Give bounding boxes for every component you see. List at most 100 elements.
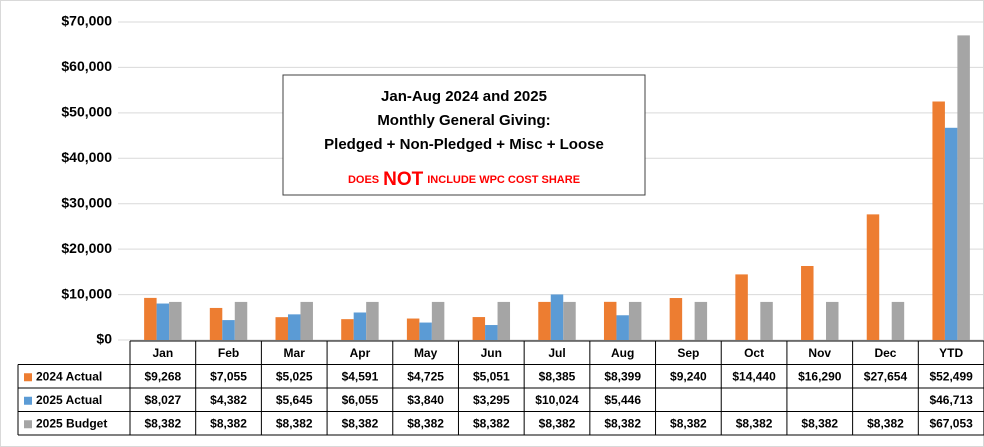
bar [156,303,170,340]
bar [801,265,814,340]
bar [300,301,313,340]
table-cell: $8,382 [670,416,707,430]
table-cell: $27,654 [864,369,908,383]
table-cell: $8,382 [210,416,247,430]
bar [957,35,970,341]
table-cell: $4,725 [407,369,444,383]
table-cell: $8,382 [736,416,773,430]
bar [366,301,379,340]
bar [563,301,576,340]
bar [866,214,880,340]
bar [669,298,683,340]
table-cell: $8,382 [801,416,838,430]
table-cell: $4,382 [210,393,247,407]
bar [341,319,354,340]
table-cell: $8,027 [144,393,181,407]
legend-label: 2024 Actual [36,369,102,383]
table-cell: $8,399 [604,369,641,383]
legend-label: 2025 Actual [36,393,102,407]
table-cell: $8,382 [867,416,904,430]
bar [760,301,773,340]
x-tick-label: Dec [874,346,896,360]
table-cell: $8,382 [276,416,313,430]
bar [472,317,486,340]
table-cell: $8,382 [342,416,379,430]
x-tick-label: Feb [218,346,239,360]
bar [353,312,367,340]
table-cell: $8,382 [539,416,576,430]
table-cell: $5,446 [604,393,641,407]
bar [419,322,432,340]
x-tick-label: Jul [548,346,565,360]
x-tick-label: Aug [611,346,634,360]
bar [944,127,958,340]
bar [169,301,182,340]
x-tick-label: Jun [481,346,502,360]
y-tick-label: $20,000 [61,240,112,256]
y-tick-label: $60,000 [61,58,112,74]
x-tick-label: Jan [153,346,174,360]
bar [144,297,157,340]
x-tick-label: Mar [284,346,306,360]
table-cell: $6,055 [342,393,379,407]
legend-label: 2025 Budget [36,416,107,430]
table-cell: $9,268 [144,369,181,383]
table-cell: $8,382 [407,416,444,430]
table-cell: $3,840 [407,393,444,407]
chart-title: Jan-Aug 2024 and 2025 [381,88,547,105]
y-tick-label: $0 [96,331,112,347]
y-tick-label: $10,000 [61,285,112,301]
table-cell: $3,295 [473,393,510,407]
chart-title: Monthly General Giving: [377,112,550,129]
table-cell: $8,382 [144,416,181,430]
bar [550,294,564,340]
table-cell: $67,053 [929,416,973,430]
table-cell: $9,240 [670,369,707,383]
table-cell: $5,051 [473,369,510,383]
y-tick-label: $30,000 [61,194,112,210]
legend-swatch [24,396,32,405]
bar [287,314,301,340]
bar [485,325,498,340]
x-tick-label: Sep [677,346,699,360]
table-cell: $10,024 [535,393,579,407]
bar [497,301,511,340]
bar [735,274,748,340]
x-tick-label: Oct [744,346,764,360]
bar [275,317,288,340]
table-cell: $46,713 [929,393,973,407]
bar [891,301,905,340]
table-cell: $7,055 [210,369,247,383]
table-cell: $8,382 [473,416,510,430]
bar [616,315,629,340]
y-tick-label: $40,000 [61,149,112,165]
table-cell: $14,440 [732,369,776,383]
bar [603,301,617,340]
x-tick-label: YTD [939,346,963,360]
table-cell: $5,025 [276,369,313,383]
table-cell: $4,591 [342,369,379,383]
bar [209,307,223,340]
table-cell: $16,290 [798,369,842,383]
x-tick-label: Apr [350,346,371,360]
bar [694,301,708,340]
bar [222,320,235,340]
bar [234,301,248,340]
chart-note: DOES NOT INCLUDE WPC COST SHARE [348,169,580,190]
note-part: DOES [348,174,379,186]
chart-title: Pledged + Non-Pledged + Misc + Loose [324,136,604,153]
note-part: NOT [383,169,424,190]
table-cell: $8,382 [604,416,641,430]
title-box [282,74,646,196]
table-cell: $5,645 [276,393,313,407]
bar [406,318,420,340]
table-cell: $52,499 [929,369,973,383]
y-tick-label: $70,000 [61,13,112,29]
note-part: INCLUDE WPC COST SHARE [427,174,580,186]
bar [932,101,945,340]
legend-swatch [24,420,32,429]
x-tick-label: May [414,346,438,360]
legend-swatch [24,373,32,382]
y-tick-label: $50,000 [61,104,112,120]
